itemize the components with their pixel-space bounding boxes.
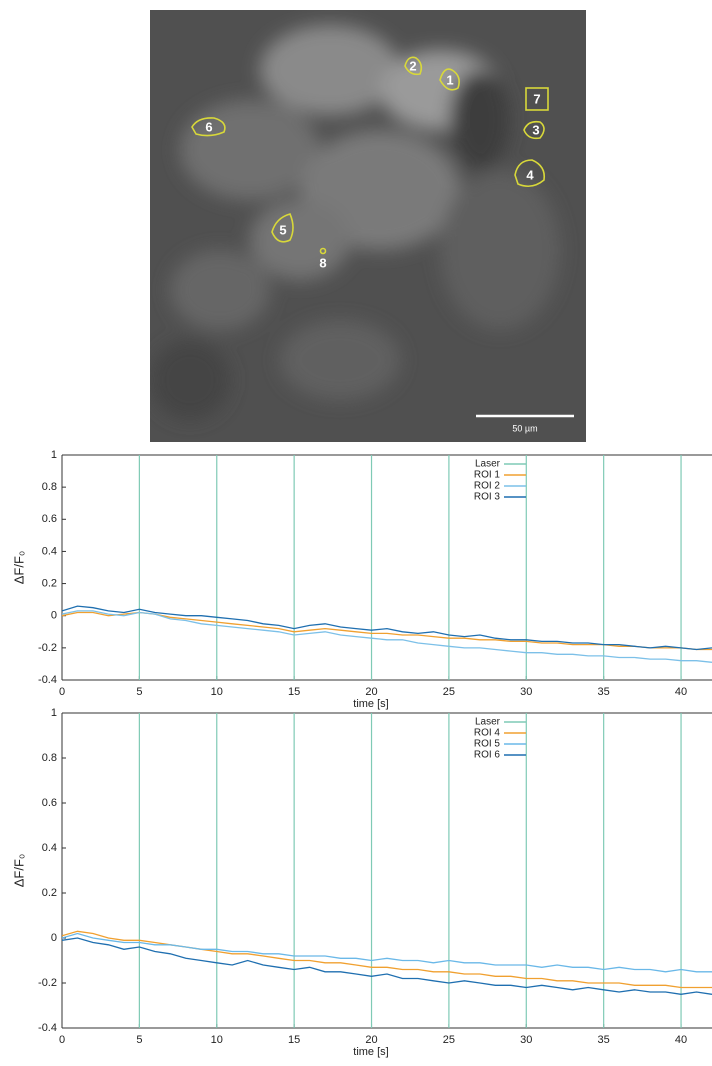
x-tick-label: 30 bbox=[520, 1034, 532, 1046]
y-tick-label: 1 bbox=[51, 449, 57, 461]
y-tick-label: 0.4 bbox=[42, 545, 57, 557]
legend-label: Laser bbox=[475, 717, 501, 728]
legend-label: ROI 4 bbox=[474, 728, 501, 739]
y-tick-label: 0 bbox=[51, 932, 57, 944]
y-tick-label: 0.8 bbox=[42, 752, 57, 764]
chart: -0.4-0.200.20.40.60.810 5 10 15 20 25 30 35 40ti… bbox=[11, 707, 712, 1058]
scale-bar-label: 50 µm bbox=[512, 423, 537, 433]
x-tick-label: 15 bbox=[288, 1034, 300, 1046]
y-axis-label: ΔF/F₀ bbox=[11, 854, 26, 888]
y-axis-label: ΔF/F₀ bbox=[11, 551, 26, 585]
roi-outline bbox=[439, 68, 460, 91]
y-tick-label: 0.2 bbox=[42, 577, 57, 589]
y-tick-label: -0.4 bbox=[38, 1022, 57, 1034]
series-line bbox=[62, 605, 712, 651]
legend-label: ROI 5 bbox=[474, 739, 501, 750]
roi-label: 5 bbox=[279, 222, 286, 237]
plot-area bbox=[62, 713, 712, 1028]
chart: -0.4-0.200.20.40.60.810 5 10 15 20 25 30 35 40ti… bbox=[11, 449, 712, 710]
x-tick-label: 5 bbox=[136, 1034, 142, 1046]
x-tick-label: 35 bbox=[598, 1034, 610, 1046]
y-tick-label: 0.4 bbox=[42, 842, 57, 854]
micrograph: 1 2 3 4 5 6 7 8 50 µm bbox=[150, 10, 586, 442]
series-line bbox=[62, 932, 712, 973]
y-tick-label: -0.4 bbox=[38, 674, 57, 686]
y-tick-label: -0.2 bbox=[38, 977, 57, 989]
legend-label: ROI 6 bbox=[474, 750, 501, 761]
series-line bbox=[62, 937, 712, 995]
y-tick-label: -0.2 bbox=[38, 642, 57, 654]
x-tick-label: 5 bbox=[136, 686, 142, 698]
series-line bbox=[62, 930, 712, 989]
legend-label: ROI 2 bbox=[474, 481, 501, 492]
x-tick-label: 0 bbox=[59, 686, 65, 698]
roi-outline bbox=[319, 247, 327, 255]
x-tick-label: 20 bbox=[365, 686, 377, 698]
legend-label: ROI 3 bbox=[474, 492, 501, 503]
roi-label: 6 bbox=[205, 119, 212, 134]
x-axis-label: time [s] bbox=[353, 698, 388, 710]
roi-label: 3 bbox=[532, 122, 539, 137]
y-tick-label: 0.8 bbox=[42, 481, 57, 493]
roi-label: 8 bbox=[319, 255, 326, 270]
y-tick-label: 0.6 bbox=[42, 797, 57, 809]
plot-area bbox=[62, 455, 712, 680]
y-tick-label: 0.2 bbox=[42, 887, 57, 899]
legend-label: Laser bbox=[475, 459, 501, 470]
x-tick-label: 20 bbox=[365, 1034, 377, 1046]
y-tick-label: 1 bbox=[51, 707, 57, 719]
x-axis-label: time [s] bbox=[353, 1046, 388, 1058]
roi-outline bbox=[271, 213, 294, 243]
series-line bbox=[62, 610, 712, 663]
roi-outline bbox=[523, 120, 545, 140]
roi-label: 1 bbox=[446, 72, 453, 87]
x-tick-label: 40 bbox=[675, 1034, 687, 1046]
x-tick-label: 10 bbox=[211, 686, 223, 698]
y-tick-label: 0 bbox=[51, 610, 57, 622]
x-tick-label: 0 bbox=[59, 1034, 65, 1046]
x-tick-label: 15 bbox=[288, 686, 300, 698]
x-tick-label: 35 bbox=[598, 686, 610, 698]
roi-label: 4 bbox=[526, 167, 534, 182]
roi-outline bbox=[404, 56, 423, 76]
x-tick-label: 30 bbox=[520, 686, 532, 698]
roi-outline bbox=[191, 117, 226, 137]
x-tick-label: 25 bbox=[443, 686, 455, 698]
roi-outline bbox=[514, 159, 546, 188]
roi-label: 2 bbox=[409, 58, 416, 73]
x-tick-label: 40 bbox=[675, 686, 687, 698]
x-tick-label: 25 bbox=[443, 1034, 455, 1046]
roi-outline bbox=[525, 87, 549, 111]
x-tick-label: 10 bbox=[211, 1034, 223, 1046]
legend-label: ROI 1 bbox=[474, 470, 501, 481]
roi-label: 7 bbox=[533, 91, 540, 106]
y-tick-label: 0.6 bbox=[42, 513, 57, 525]
